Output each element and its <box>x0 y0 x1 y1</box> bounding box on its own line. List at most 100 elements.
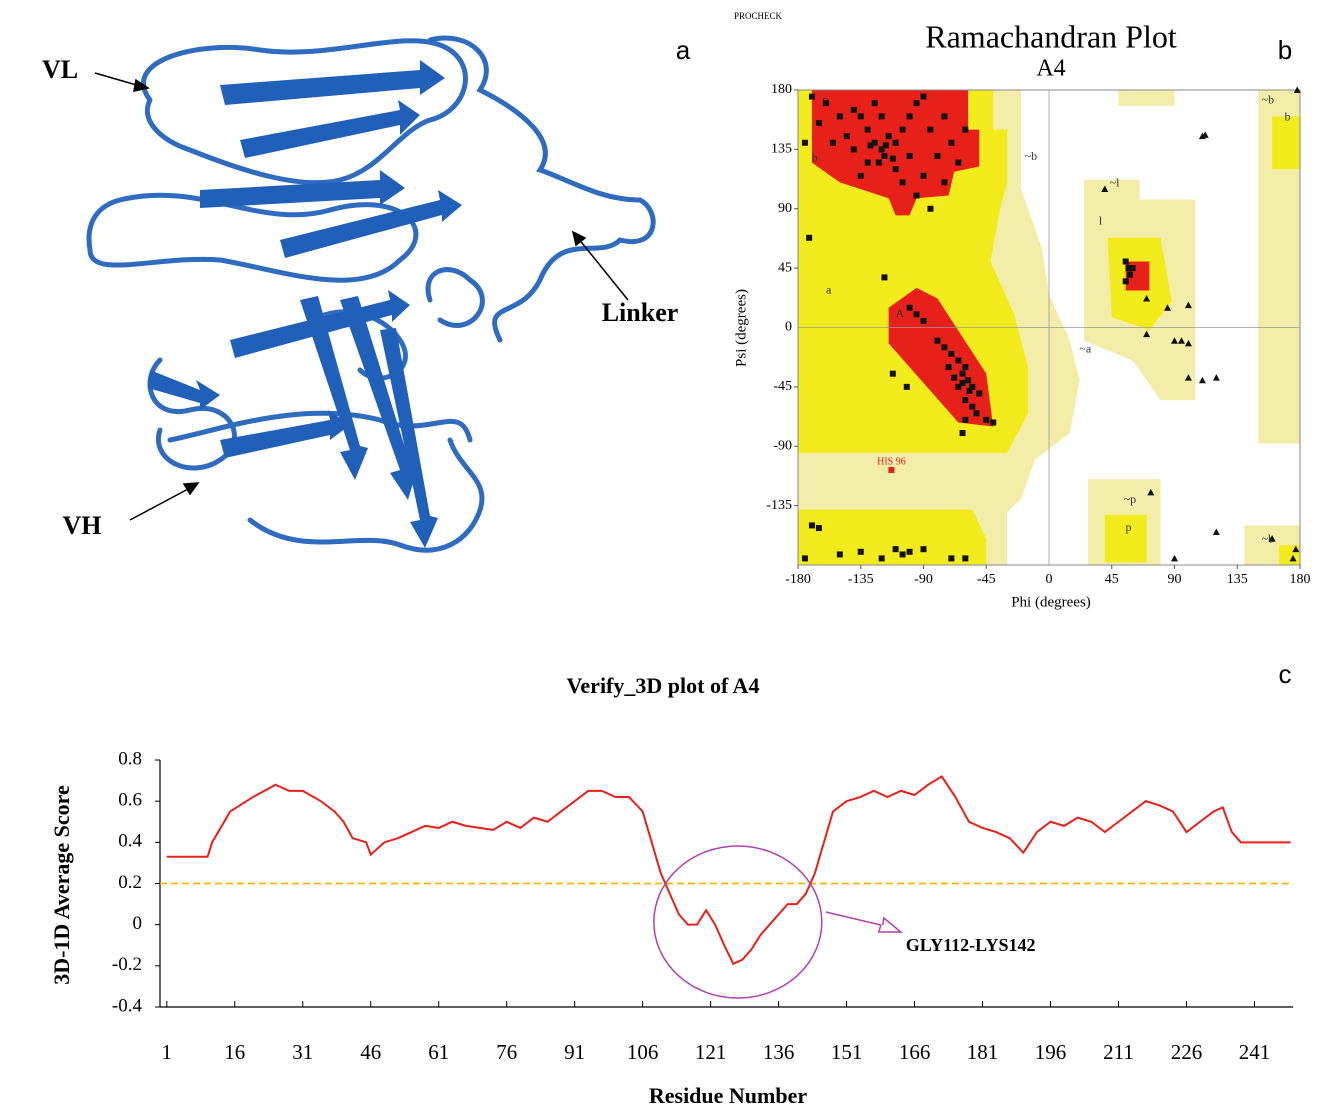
x-tick-label: 106 <box>627 1040 659 1064</box>
point <box>893 140 899 146</box>
source-label: PROCHECK <box>734 11 783 21</box>
region-label: ~a <box>1079 342 1091 356</box>
x-tick-label: 181 <box>967 1040 999 1064</box>
region-label: ~b <box>1262 92 1275 106</box>
panel-label: c <box>1279 659 1292 689</box>
point <box>844 133 850 139</box>
point <box>921 318 927 324</box>
y-tick-label: 0.2 <box>118 872 142 893</box>
x-tick-label: 91 <box>564 1040 585 1064</box>
x-tick-label: 211 <box>1103 1040 1134 1064</box>
point <box>969 404 975 410</box>
point <box>962 127 968 133</box>
panel-label: b <box>1278 35 1292 65</box>
point <box>983 417 989 423</box>
point <box>809 522 815 528</box>
point <box>927 206 933 212</box>
panel-label: a <box>676 35 691 65</box>
point <box>879 555 885 561</box>
vh-label: VH <box>63 511 102 540</box>
point <box>962 364 968 370</box>
x-tick-label: 0 <box>1046 572 1053 587</box>
y-tick-label: -90 <box>773 438 792 453</box>
point <box>960 430 966 436</box>
point <box>890 371 896 377</box>
x-tick-label: -90 <box>914 572 933 587</box>
point <box>907 153 913 159</box>
y-tick-label: -45 <box>773 379 792 394</box>
point <box>1123 278 1129 284</box>
point <box>921 94 927 100</box>
y-tick-label: 180 <box>771 82 792 97</box>
point <box>1123 259 1129 265</box>
point <box>837 551 843 557</box>
x-tick-label: 135 <box>1227 572 1248 587</box>
x-tick-label: 31 <box>292 1040 313 1064</box>
point <box>962 555 968 561</box>
region-label: p <box>1125 520 1131 534</box>
point <box>976 390 982 396</box>
point <box>1130 265 1136 271</box>
point <box>837 113 843 119</box>
point <box>879 113 885 119</box>
region-label: ~b <box>1025 149 1038 163</box>
point <box>868 142 874 148</box>
point <box>865 127 871 133</box>
x-tick-label: 136 <box>763 1040 795 1064</box>
point <box>858 113 864 119</box>
point <box>886 133 892 139</box>
x-tick-label: 121 <box>695 1040 727 1064</box>
point <box>900 179 906 185</box>
y-tick-label: 45 <box>778 260 792 275</box>
point <box>904 384 910 390</box>
region-label: A <box>895 306 904 320</box>
point <box>851 146 857 152</box>
region-label: a <box>826 282 832 296</box>
annotation: GLY112-LYS142 <box>906 935 1036 955</box>
x-tick-label: 226 <box>1171 1040 1203 1064</box>
y-axis-label: 3D-1D Average Score <box>49 785 74 985</box>
y-tick-label: 0.4 <box>118 831 142 852</box>
annotation: HIS 96 <box>877 456 906 467</box>
point <box>865 160 871 166</box>
point <box>962 417 968 423</box>
point <box>802 140 808 146</box>
point <box>851 107 857 113</box>
point <box>941 113 947 119</box>
point <box>941 344 947 350</box>
y-tick-label: 135 <box>771 142 792 157</box>
figure: VL Linker VH a b PROCHECK Ramachandran P… <box>0 0 1329 1113</box>
point <box>927 127 933 133</box>
chart-subtitle: A4 <box>1036 56 1065 82</box>
point <box>893 166 899 172</box>
protein-cartoon <box>89 38 653 550</box>
point <box>872 100 878 106</box>
point <box>934 153 940 159</box>
point <box>883 142 889 148</box>
point <box>907 305 913 311</box>
point <box>830 140 836 146</box>
point <box>893 546 899 552</box>
point <box>948 555 954 561</box>
point <box>948 140 954 146</box>
x-tick-label: -180 <box>785 572 811 587</box>
point <box>907 549 913 555</box>
region-label: b <box>812 150 818 164</box>
x-tick-label: 180 <box>1290 572 1311 587</box>
point <box>858 549 864 555</box>
x-tick-label: 241 <box>1239 1040 1271 1064</box>
point <box>1213 374 1220 381</box>
x-tick-label: 1 <box>162 1040 173 1064</box>
x-tick-label: 45 <box>1105 572 1119 587</box>
point <box>907 113 913 119</box>
y-tick-label: -0.2 <box>112 954 142 975</box>
y-tick-label: 0 <box>785 320 792 335</box>
point <box>960 371 966 377</box>
y-tick-label: 90 <box>778 201 792 216</box>
point <box>876 160 882 166</box>
y-tick-label: 0.8 <box>118 748 142 769</box>
x-tick-label: 90 <box>1168 572 1182 587</box>
y-tick-label: 0.6 <box>118 790 142 811</box>
annotation-arrow <box>826 912 901 932</box>
x-tick-label: 16 <box>224 1040 245 1064</box>
